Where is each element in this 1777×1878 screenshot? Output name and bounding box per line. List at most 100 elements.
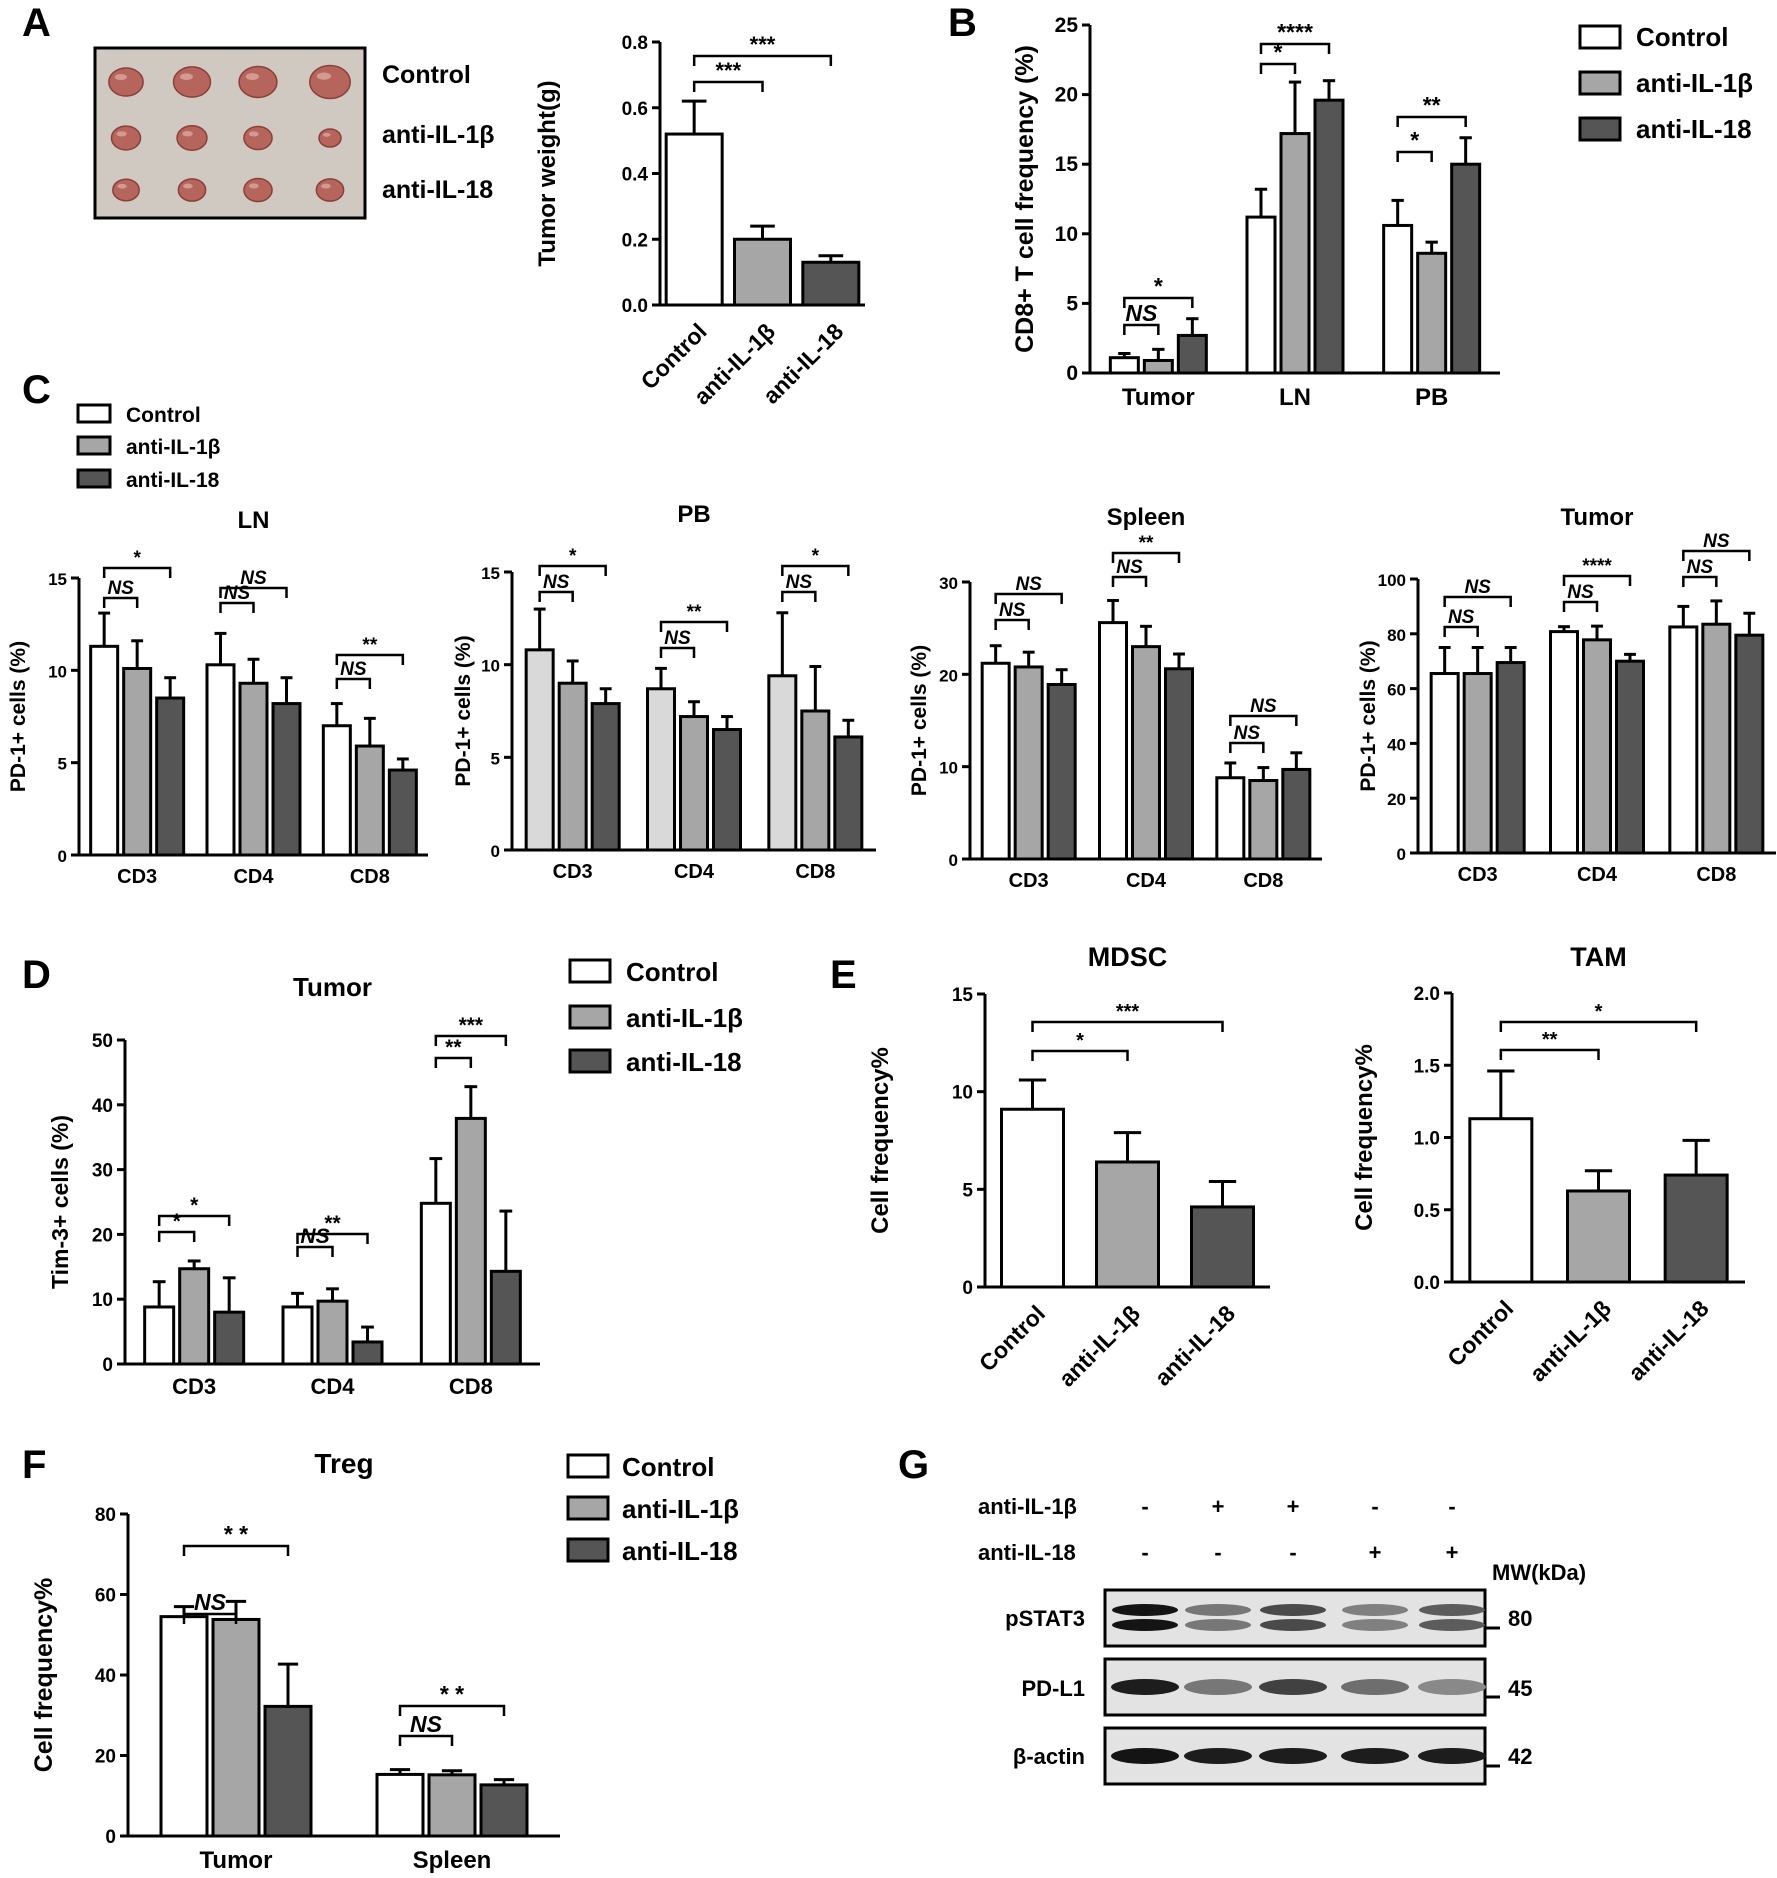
x-group-label: Tumor [200, 1847, 273, 1874]
y-tick-label: 10 [1055, 223, 1078, 246]
blot-band [1259, 1748, 1327, 1764]
tumor-specimen [243, 125, 273, 151]
mw-marker-42: 42 [1508, 1744, 1532, 1769]
significance-bracket [157, 1230, 196, 1242]
significance-bracket [434, 1056, 473, 1068]
treatment-sign: - [1371, 1494, 1378, 1519]
y-tick-label: 10 [92, 1290, 113, 1311]
x-group-label: CD4 [1126, 870, 1167, 892]
chart-title: TAM [1570, 942, 1626, 972]
significance-bracket [1682, 575, 1718, 587]
bar-control [1549, 630, 1579, 855]
chart-treg: 0 20 40 60 80 Cell frequency% Treg Tumor Spleen N… [30, 1448, 560, 1874]
significance-bracket [1111, 575, 1148, 587]
x-group-label: CD3 [1458, 864, 1498, 886]
bar-anti-il1b [800, 709, 831, 852]
significance-label: *** [750, 32, 776, 57]
western-blot: anti-IL-1β anti-IL-18 - + + - - - - - + … [978, 1494, 1586, 1786]
photo-row-label-anti-il18: anti-IL-18 [382, 176, 493, 204]
significance-label: NS [543, 572, 570, 593]
bar-anti-il18 [489, 1269, 522, 1366]
x-group-label: CD3 [172, 1374, 216, 1399]
tumor-specimen [243, 177, 273, 203]
tumor-highlight [245, 73, 259, 80]
bar-anti-il18 [590, 702, 621, 852]
significance-label: NS [410, 1711, 443, 1737]
legend-swatch-anti-il18 [1578, 116, 1622, 142]
panel-label-g: G [898, 1443, 929, 1487]
significance-bracket [1031, 1020, 1224, 1032]
mw-header: MW(kDa) [1492, 1560, 1586, 1585]
x-group-label: LN [1279, 384, 1311, 411]
significance-bracket [1111, 551, 1181, 563]
significance-label: ** [687, 602, 702, 623]
y-tick-label: 15 [481, 564, 500, 583]
bar-anti-il18 [1450, 162, 1482, 375]
y-tick-label: 0 [1066, 362, 1078, 385]
bar-anti-il18 [1190, 1205, 1255, 1289]
significance-bracket [994, 618, 1030, 630]
x-group-label: CD4 [310, 1374, 355, 1399]
panel-label-e: E [830, 953, 857, 997]
bar-anti-il1b [238, 681, 269, 857]
blot-band [1260, 1619, 1326, 1631]
chart-pd1-tumor: 0 20 40 60 80 100 PD-1+ cells (%) Tumor CD3 CD4 CD… [1357, 504, 1776, 886]
chart-tim3-tumor: 0 10 20 30 40 50 Tim-3+ cells (%) Tumor CD3 CD4 CD… [47, 972, 540, 1399]
treatment-label-anti-il1b: anti-IL-1β [978, 1494, 1077, 1519]
significance-bracket [1229, 714, 1298, 726]
y-tick-label: 0 [962, 1278, 973, 1299]
chart-title: Tumor [293, 972, 372, 1002]
significance-bracket [296, 1245, 334, 1257]
x-group-label: CD4 [1577, 864, 1618, 886]
panel-label-d: D [22, 953, 51, 997]
treatment-sign: - [1448, 1494, 1455, 1519]
significance-label: NS [1234, 723, 1261, 744]
blot-band [1418, 1748, 1486, 1764]
legend-f: Control anti-IL-1β anti-IL-18 [566, 1452, 739, 1566]
blot-band [1419, 1619, 1485, 1631]
significance-label: * [133, 548, 141, 569]
significance-bracket [1499, 1048, 1600, 1060]
bar-control [980, 661, 1011, 861]
legend-label-control: Control [1636, 22, 1728, 52]
tumor-highlight [182, 131, 193, 137]
y-tick-label: 0 [58, 847, 67, 866]
bar-anti-il1b [316, 1299, 349, 1366]
significance-bracket [692, 54, 833, 66]
significance-label: NS [340, 659, 367, 680]
bar-anti-il18 [1313, 98, 1345, 375]
tumor-specimen [172, 66, 212, 98]
y-tick-label: 40 [92, 1096, 113, 1117]
y-tick-label: 20 [92, 1225, 113, 1246]
bar-control [1468, 1117, 1534, 1284]
tumor-highlight [321, 183, 331, 189]
legend-label-anti-il18: anti-IL-18 [622, 1536, 738, 1566]
photo-row-label-anti-il1b: anti-IL-1β [382, 121, 494, 149]
y-tick-label: 0.0 [622, 296, 648, 317]
bar-control [159, 1615, 209, 1838]
blot-band [1259, 1679, 1327, 1695]
x-group-label: CD8 [1696, 864, 1736, 886]
legend-label-control: Control [622, 1452, 714, 1482]
tumor-specimen [309, 64, 351, 100]
y-axis-label: CD8+ T cell frequency (%) [1011, 45, 1039, 353]
significance-bracket [335, 677, 372, 689]
bar-anti-il1b [1279, 132, 1311, 375]
significance-bracket [434, 1034, 508, 1046]
blot-band [1341, 1748, 1409, 1764]
bar-anti-il1b [1416, 251, 1448, 375]
bar-control [1000, 1107, 1065, 1289]
significance-label: NS [1687, 557, 1714, 578]
chart-title: Tumor [1561, 504, 1634, 531]
y-tick-label: 0 [491, 842, 500, 861]
chart-title: Treg [314, 1448, 373, 1479]
significance-bracket [1031, 1049, 1129, 1061]
tumor-specimen [176, 125, 208, 151]
y-tick-label: 0.2 [622, 230, 648, 251]
bar-control [664, 132, 724, 307]
bar-control [1098, 621, 1128, 861]
y-axis-label: PD-1+ cells (%) [908, 645, 931, 796]
